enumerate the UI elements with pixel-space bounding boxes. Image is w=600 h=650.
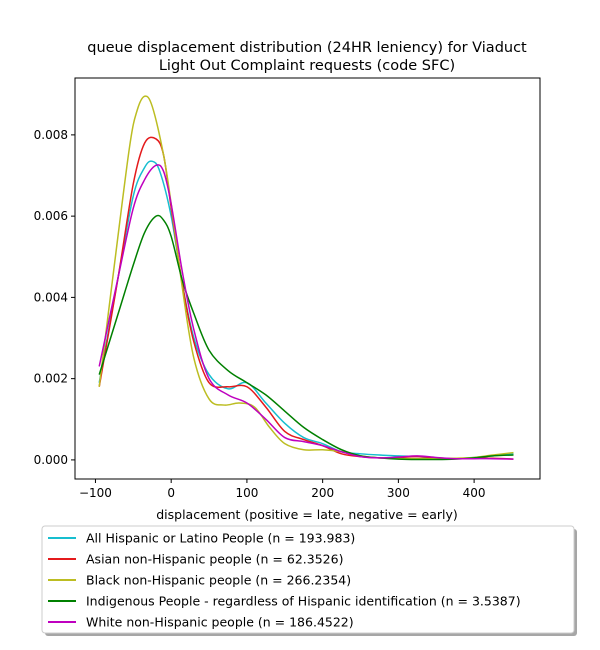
chart-title-line-1: queue displacement distribution (24HR le…	[87, 40, 527, 56]
x-tick-label: 400	[463, 486, 486, 500]
x-tick-label: 100	[235, 486, 258, 500]
series-line-2	[98, 95, 514, 460]
x-tick-label: 200	[311, 486, 334, 500]
y-tick-label: 0.008	[34, 128, 68, 142]
series-line-4	[98, 164, 514, 460]
legend-label-2: Black non-Hispanic people (n = 266.2354)	[86, 573, 351, 588]
y-tick-label: 0.006	[34, 209, 68, 223]
y-tick-label: 0.000	[34, 453, 68, 467]
legend-label-3: Indigenous People - regardless of Hispan…	[86, 594, 521, 609]
y-axis-ticks: 0.000 0.002 0.004 0.006 0.008	[34, 128, 75, 467]
chart-title-line-2: Light Out Complaint requests (code SFC)	[159, 58, 455, 74]
y-tick-label: 0.002	[34, 372, 68, 386]
x-tick-label: −100	[79, 486, 112, 500]
plot-area-frame	[74, 77, 541, 480]
legend-label-0: All Hispanic or Latino People (n = 193.9…	[86, 531, 355, 546]
series-line-1	[98, 136, 514, 460]
x-tick-label: 0	[167, 486, 175, 500]
series-line-3	[98, 214, 514, 461]
legend-label-1: Asian non-Hispanic people (n = 62.3526)	[86, 552, 343, 567]
x-axis-ticks: −100 0 100 200 300 400	[79, 479, 486, 500]
series-layer	[98, 95, 514, 461]
series-line-0	[98, 160, 514, 460]
x-axis-label: displacement (positive = late, negative …	[156, 507, 458, 522]
y-tick-label: 0.004	[34, 290, 68, 304]
legend-label-4: White non-Hispanic people (n = 186.4522)	[86, 615, 354, 630]
legend-box	[41, 525, 575, 634]
legend: All Hispanic or Latino People (n = 193.9…	[48, 531, 521, 630]
x-tick-label: 300	[387, 486, 410, 500]
